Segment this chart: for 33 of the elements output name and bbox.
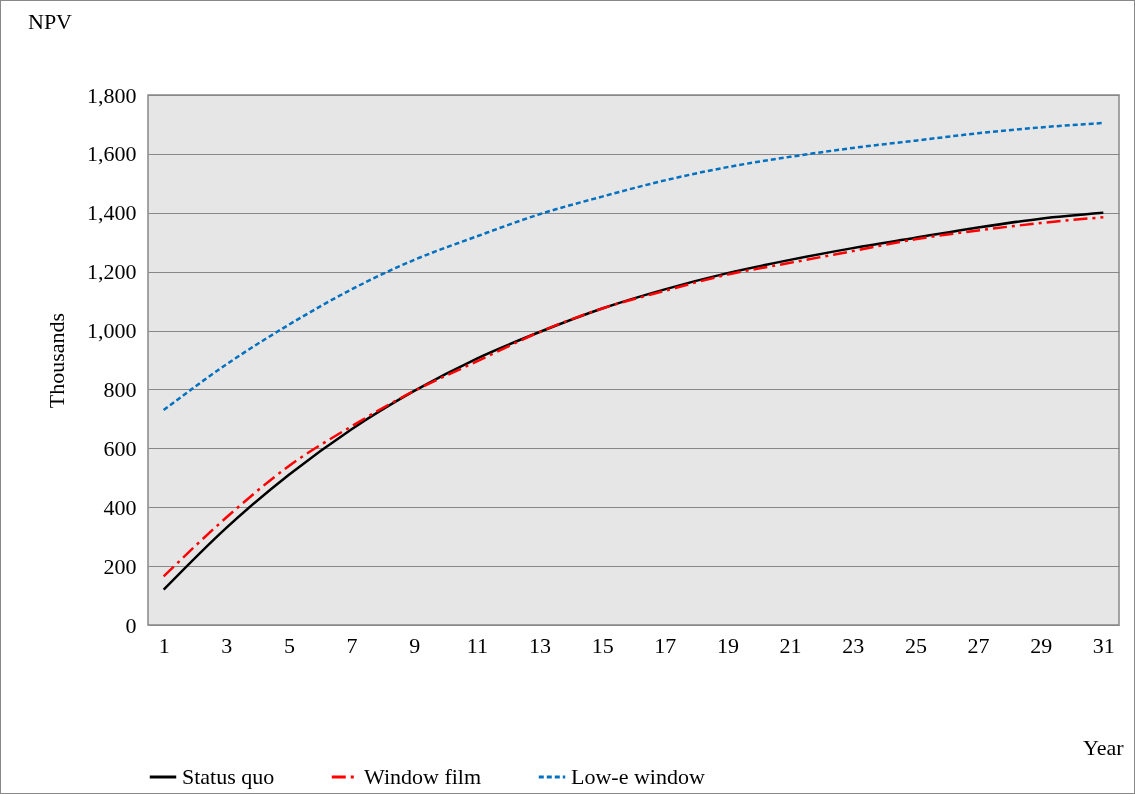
y-tick-label: 1,400 [87, 200, 137, 226]
x-tick-label: 5 [283, 632, 295, 658]
y-tick-label: 800 [103, 376, 137, 402]
x-tick-label: 19 [716, 632, 739, 658]
y-axis-title: Thousands [44, 312, 69, 409]
x-tick-label: 21 [779, 632, 802, 658]
y-tick-label: 600 [103, 435, 137, 461]
y-tick-label: 1,800 [87, 82, 137, 108]
x-tick-label: 27 [967, 632, 990, 658]
line-series [162, 121, 1105, 412]
x-tick-label: 11 [466, 632, 488, 658]
x-tick-label: 3 [221, 632, 233, 658]
y-tick-label: 400 [103, 494, 137, 520]
chart-title: NPV [28, 9, 73, 34]
legend-label: Window film [364, 764, 482, 789]
x-tick-label: 7 [346, 632, 358, 658]
x-axis-title: Year [1082, 734, 1125, 760]
x-tick-label: 15 [591, 632, 614, 658]
y-tick-label: 200 [103, 553, 137, 579]
x-tick-label: 31 [1092, 632, 1115, 658]
legend-label: Low-e window [571, 764, 705, 789]
x-tick-label: 25 [904, 632, 927, 658]
y-tick-label: 1,000 [87, 318, 137, 344]
x-tick-label: 13 [529, 632, 552, 658]
y-tick-label: 0 [125, 612, 137, 638]
x-tick-label: 1 [158, 632, 170, 658]
x-tick-label: 17 [654, 632, 677, 658]
x-tick-label: 9 [409, 632, 421, 658]
x-tick-label: 23 [842, 632, 865, 658]
legend-label: Status quo [182, 764, 275, 789]
y-tick-label: 1,600 [87, 141, 137, 167]
y-tick-label: 1,200 [87, 259, 137, 285]
x-tick-label: 29 [1030, 632, 1053, 658]
